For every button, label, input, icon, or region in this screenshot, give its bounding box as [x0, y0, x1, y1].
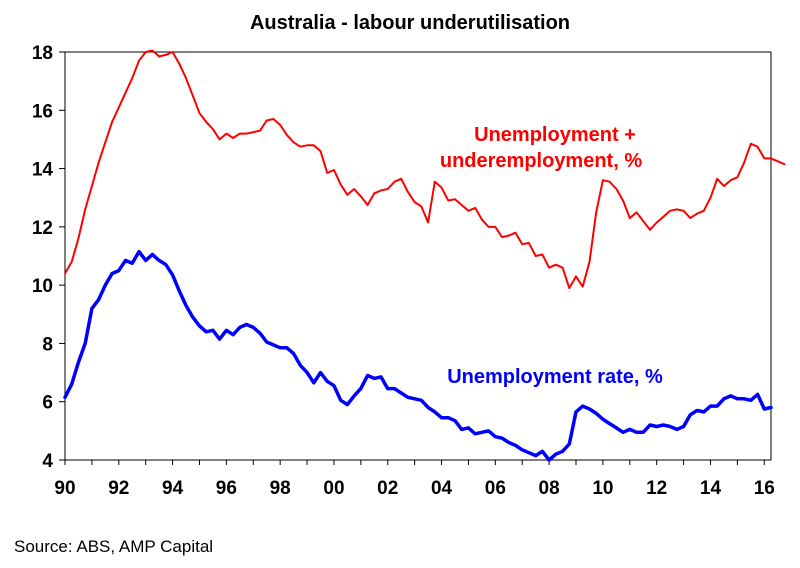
x-tick-label: 12	[646, 478, 667, 499]
series-lines	[63, 49, 786, 462]
x-tick-label: 92	[108, 478, 129, 499]
chart-title: Australia - labour underutilisation	[250, 12, 570, 34]
x-tick-label: 14	[700, 478, 722, 499]
series-labels: Unemployment + underemployment, % Unemploy…	[440, 124, 663, 388]
x-tick-label: 06	[485, 478, 506, 499]
series-line-unemployment-rate	[63, 249, 773, 462]
source-note: Source: ABS, AMP Capital	[14, 537, 214, 556]
x-tick-label: 02	[377, 478, 398, 499]
y-tick-label: 16	[32, 101, 53, 122]
plot-frame	[64, 51, 772, 461]
series-label: Unemployment rate, %	[447, 366, 663, 388]
x-tick-label: 96	[216, 478, 237, 499]
y-tick-label: 4	[42, 451, 53, 472]
x-tick-label: 04	[431, 478, 453, 499]
chart: Australia - labour underutilisation 4 6 8 1…	[32, 12, 786, 499]
y-tick-label: 10	[32, 276, 53, 297]
y-tick-label: 14	[32, 160, 54, 181]
x-tick-label: 16	[754, 478, 775, 499]
y-axis: 4 6 8 10 12 14 16 18	[32, 43, 65, 472]
series-label: underemployment, %	[440, 150, 642, 172]
x-tick-label: 10	[592, 478, 613, 499]
x-tick-label: 08	[539, 478, 560, 499]
x-tick-label: 94	[162, 478, 184, 499]
x-tick-label: 98	[270, 478, 291, 499]
x-axis: 90 92 94 96 98 00 02 04 06 08 10 12 14 16	[54, 460, 775, 499]
x-tick-label: 90	[54, 478, 75, 499]
series-label: Unemployment +	[474, 124, 636, 146]
y-tick-label: 6	[42, 393, 53, 414]
y-tick-label: 18	[32, 43, 53, 64]
x-tick-label: 00	[323, 478, 344, 499]
series-line-unemployment-underemployment	[64, 49, 786, 290]
y-tick-label: 12	[32, 218, 53, 239]
y-tick-label: 8	[42, 334, 53, 355]
